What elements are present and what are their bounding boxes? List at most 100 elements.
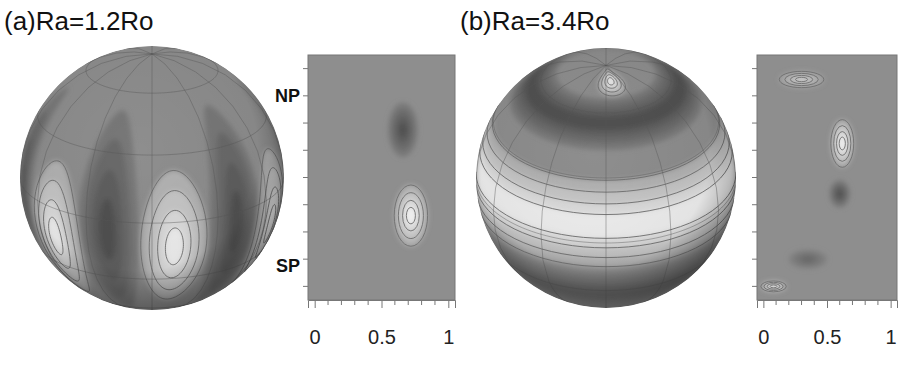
section-cell: [789, 250, 827, 269]
x-tick-mark: [448, 300, 449, 308]
section-contour: [761, 281, 786, 292]
section-contours: [394, 185, 427, 246]
section-contour: [831, 120, 854, 168]
panel: (b)Ra=3.4Ro00.51: [460, 6, 898, 348]
section-contour: [767, 284, 780, 289]
section-contour: [839, 137, 845, 150]
section-cell: [406, 207, 415, 224]
section-contour: [764, 282, 783, 290]
x-tick: 0: [310, 300, 321, 348]
x-tick: 0.5: [814, 300, 842, 348]
x-minor-tick: [776, 300, 777, 305]
section-cell: [392, 109, 414, 150]
section-contour: [790, 75, 812, 83]
y-tick-mark: [752, 177, 757, 178]
section-cell: [785, 73, 818, 85]
x-tick-label: 0.5: [368, 326, 396, 348]
section-cell: [834, 126, 851, 162]
section-cell: [839, 137, 845, 150]
y-tick-mark: [303, 259, 308, 260]
section-fields: [761, 71, 854, 291]
figure: (a)Ra=1.2Ro00.51NPSP(b)Ra=3.4Ro00.51: [0, 0, 904, 372]
x-minor-tick: [341, 300, 342, 305]
y-tick-mark: [752, 204, 757, 205]
x-minor-tick: [852, 300, 853, 305]
section: [388, 103, 427, 247]
section-cell: [837, 190, 842, 197]
x-minor-tick: [877, 300, 878, 305]
section-cell: [831, 120, 854, 168]
x-tick-label: 1: [443, 326, 454, 348]
sphere: [476, 48, 736, 308]
x-minor-tick: [801, 300, 802, 305]
y-tick-mark: [303, 177, 308, 178]
x-minor-tick: [814, 300, 815, 305]
section-cell: [764, 282, 783, 290]
y-tick-mark: [303, 204, 308, 205]
section-contour: [398, 193, 423, 239]
section-cell: [398, 193, 423, 239]
graticule: [20, 46, 284, 310]
x-tick-label: 0: [758, 326, 769, 348]
section-contour: [394, 185, 427, 246]
section-cell: [790, 75, 812, 83]
section-cell: [803, 257, 813, 262]
section-contour: [403, 200, 420, 231]
y-tick-mark: [752, 150, 757, 151]
section-cell: [779, 71, 824, 87]
plot-frame: [308, 55, 455, 300]
x-axis: 00.51: [758, 300, 898, 348]
x-tick-mark: [315, 300, 316, 308]
graticule: [476, 48, 736, 308]
y-tick-mark: [752, 123, 757, 124]
y-tick-mark: [752, 259, 757, 260]
plot-ground: [757, 55, 897, 300]
section-cell: [770, 285, 777, 288]
x-minor-tick: [394, 300, 395, 305]
section-cell: [798, 254, 817, 264]
section-contour: [406, 207, 415, 224]
section-cell: [837, 132, 848, 156]
section-cell: [767, 284, 780, 289]
sphere-shade: [20, 46, 284, 310]
section-contour: [785, 73, 818, 85]
x-minor-tick: [434, 300, 435, 305]
y-tick-mark: [303, 286, 308, 287]
sphere-ground: [20, 46, 284, 310]
section: [761, 71, 854, 291]
panel-title: (b)Ra=3.4Ro: [460, 6, 610, 36]
y-tick-mark: [752, 68, 757, 69]
x-minor-tick: [421, 300, 422, 305]
section-cell: [830, 180, 850, 207]
x-tick-label: 1: [886, 326, 897, 348]
x-tick-label: 0.5: [814, 326, 842, 348]
x-tick: 1: [886, 300, 897, 348]
section-cell: [399, 123, 407, 138]
section-contour: [796, 77, 808, 81]
y-tick-mark: [303, 68, 308, 69]
y-tick-mark: [752, 95, 757, 96]
x-tick: 0.5: [368, 300, 396, 348]
section-cell: [794, 252, 823, 266]
x-minor-tick: [354, 300, 355, 305]
x-minor-tick: [328, 300, 329, 305]
panel: (a)Ra=1.2Ro00.51NPSP: [4, 6, 456, 348]
section-contour: [779, 71, 824, 87]
y-tick-mark: [303, 150, 308, 151]
plot-frame: [757, 55, 897, 300]
section-cell: [832, 184, 847, 204]
x-minor-tick: [788, 300, 789, 305]
section-contour: [837, 132, 848, 156]
section-contour: [834, 126, 851, 162]
x-tick: 1: [443, 300, 454, 348]
x-axis-line: [758, 301, 898, 309]
y-tick-mark: [752, 286, 757, 287]
y-tick-mark: [752, 231, 757, 232]
section-cell: [388, 103, 417, 157]
section-cell: [396, 116, 411, 143]
y-tick-mark: [303, 95, 308, 96]
section-contours: [761, 71, 854, 291]
section-cell: [835, 187, 845, 201]
sphere-shade: [476, 48, 736, 308]
annotation: NP: [275, 86, 300, 106]
